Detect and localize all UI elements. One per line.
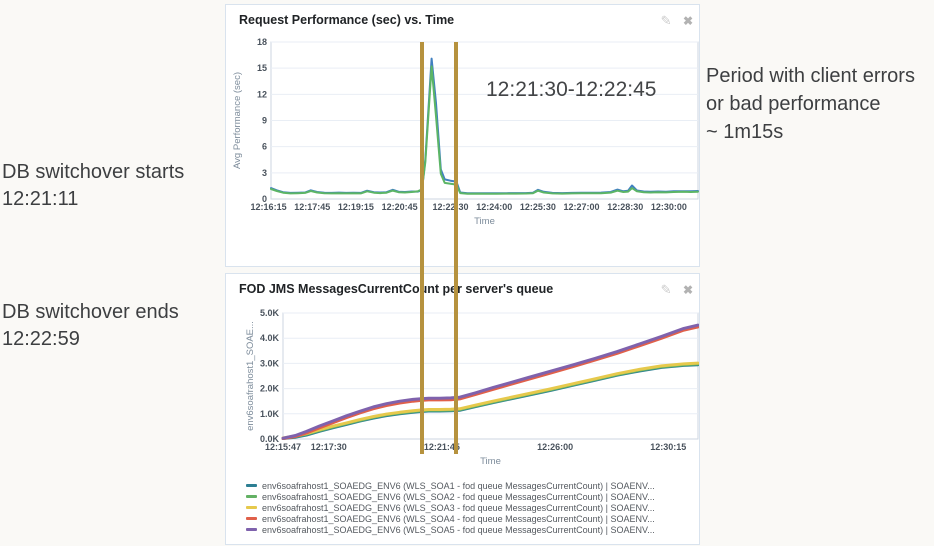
close-icon[interactable]: ✖ bbox=[682, 14, 693, 28]
annotation-line: 12:22:59 bbox=[2, 328, 80, 350]
x-tick-label: 12:25:30 bbox=[520, 202, 556, 212]
legend-label: env6soafrahost1_SOAEDG_ENV6 (WLS_SOA1 - … bbox=[262, 480, 655, 491]
legend-label: env6soafrahost1_SOAEDG_ENV6 (WLS_SOA2 - … bbox=[262, 491, 655, 502]
x-tick-label: 12:17:45 bbox=[294, 202, 330, 212]
panel-title: FOD JMS MessagesCurrentCount per server'… bbox=[239, 282, 554, 296]
legend-label: env6soafrahost1_SOAEDG_ENV6 (WLS_SOA5 - … bbox=[262, 524, 655, 535]
legend-label: env6soafrahost1_SOAEDG_ENV6 (WLS_SOA4 - … bbox=[262, 513, 655, 524]
x-tick-label: 12:15:47 bbox=[265, 442, 301, 452]
request-performance-panel: Request Performance (sec) vs. Time ✎ ✖ 0… bbox=[225, 4, 700, 267]
legend: env6soafrahost1_SOAEDG_ENV6 (WLS_SOA1 - … bbox=[246, 480, 698, 535]
legend-item[interactable]: env6soafrahost1_SOAEDG_ENV6 (WLS_SOA3 - … bbox=[246, 502, 698, 513]
y-tick-label: 3.0K bbox=[260, 358, 280, 368]
request-performance-chart: 0 3 6 9 12 15 18 12:16:15 12:17:45 12:19:15 12:20:… bbox=[232, 37, 699, 227]
y-tick-label: 3 bbox=[262, 168, 267, 178]
legend-item[interactable]: env6soafrahost1_SOAEDG_ENV6 (WLS_SOA5 - … bbox=[246, 524, 698, 535]
highlight-line-end bbox=[454, 42, 458, 454]
x-tick-label: 12:24:00 bbox=[476, 202, 512, 212]
annotation-line: ~ 1m15s bbox=[706, 121, 784, 143]
y-axis-title: env6soafrahost1_SOAE... bbox=[245, 321, 256, 431]
x-tick-label: 12:30:00 bbox=[651, 202, 687, 212]
legend-swatch bbox=[246, 484, 257, 487]
x-tick-label: 12:28:30 bbox=[607, 202, 643, 212]
series-line-wls-soa3 bbox=[281, 361, 699, 440]
y-tick-label: 0 bbox=[262, 194, 267, 204]
y-tick-label: 1.0K bbox=[260, 409, 280, 419]
annotation-line: 12:21:11 bbox=[2, 188, 79, 210]
x-tick-label: 12:19:15 bbox=[338, 202, 374, 212]
y-tick-label: 9 bbox=[262, 116, 267, 126]
edit-icon[interactable]: ✎ bbox=[660, 282, 672, 297]
y-tick-label: 2.0K bbox=[260, 384, 280, 394]
y-tick-label: 6 bbox=[262, 142, 267, 152]
y-tick-label: 4.0K bbox=[260, 333, 280, 343]
y-axis-title: Avg Performance (sec) bbox=[232, 72, 243, 169]
x-tick-label: 12:30:15 bbox=[650, 442, 686, 452]
y-tick-label: 5.0K bbox=[260, 308, 280, 318]
x-axis-title: Time bbox=[480, 456, 501, 467]
y-tick-label: 0.0K bbox=[260, 434, 280, 444]
close-icon[interactable]: ✖ bbox=[682, 283, 693, 297]
x-tick-label: 12:22:30 bbox=[433, 202, 469, 212]
y-tick-label: 12 bbox=[257, 89, 267, 99]
plot-area bbox=[282, 312, 699, 440]
y-tick-label: 18 bbox=[257, 37, 267, 47]
panel-actions: ✎ ✖ bbox=[661, 281, 693, 299]
edit-icon[interactable]: ✎ bbox=[660, 13, 672, 28]
panel-title: Request Performance (sec) vs. Time bbox=[239, 13, 455, 27]
annotation-error-period-note: Period with client errors or bad perform… bbox=[706, 62, 915, 146]
jms-queue-panel: FOD JMS MessagesCurrentCount per server'… bbox=[225, 273, 700, 545]
legend-label: env6soafrahost1_SOAEDG_ENV6 (WLS_SOA3 - … bbox=[262, 502, 655, 513]
x-tick-label: 12:20:45 bbox=[382, 202, 418, 212]
series-line-wls-soa4 bbox=[281, 325, 699, 440]
annotation-line: DB switchover starts bbox=[2, 161, 185, 183]
series-line-wls-soa5 bbox=[281, 323, 699, 440]
legend-item[interactable]: env6soafrahost1_SOAEDG_ENV6 (WLS_SOA4 - … bbox=[246, 513, 698, 524]
x-tick-label: 12:21:45 bbox=[424, 442, 460, 452]
legend-item[interactable]: env6soafrahost1_SOAEDG_ENV6 (WLS_SOA2 - … bbox=[246, 491, 698, 502]
panel-actions: ✎ ✖ bbox=[661, 12, 693, 30]
annotation-db-switchover-end: DB switchover ends 12:22:59 bbox=[2, 299, 179, 353]
series-line-avg-performance-b bbox=[270, 65, 699, 195]
x-axis-title: Time bbox=[474, 216, 495, 227]
y-tick-label: 15 bbox=[257, 63, 267, 73]
x-tick-label: 12:16:15 bbox=[251, 202, 287, 212]
legend-swatch bbox=[246, 528, 257, 531]
x-tick-label: 12:17:30 bbox=[311, 442, 347, 452]
legend-swatch bbox=[246, 517, 257, 520]
annotation-error-period-range: 12:21:30-12:22:45 bbox=[486, 78, 657, 101]
highlight-line-start bbox=[420, 42, 424, 454]
legend-item[interactable]: env6soafrahost1_SOAEDG_ENV6 (WLS_SOA1 - … bbox=[246, 480, 698, 491]
annotation-line: DB switchover ends bbox=[2, 301, 179, 323]
x-tick-label: 12:26:00 bbox=[537, 442, 573, 452]
annotation-line: or bad performance bbox=[706, 93, 881, 115]
jms-queue-chart: 0.0K 1.0K 2.0K 3.0K 4.0K 5.0K 12:15:47 12:17:30… bbox=[245, 308, 699, 467]
legend-swatch bbox=[246, 495, 257, 498]
annotation-line: Period with client errors bbox=[706, 65, 915, 87]
x-tick-label: 12:27:00 bbox=[564, 202, 600, 212]
annotation-db-switchover-start: DB switchover starts 12:21:11 bbox=[2, 159, 184, 213]
legend-swatch bbox=[246, 506, 257, 509]
